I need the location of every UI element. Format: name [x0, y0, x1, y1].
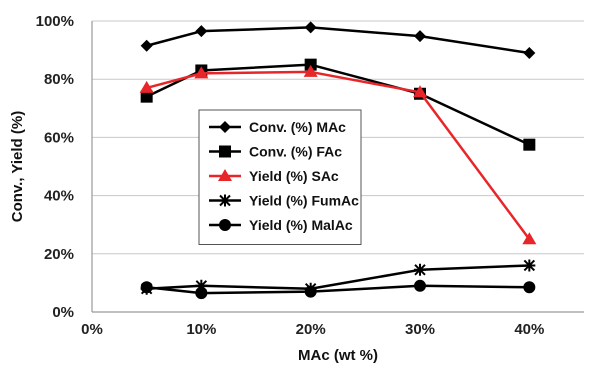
legend-marker-conv-mac — [219, 121, 231, 133]
legend-label-conv-fac: Conv. (%) FAc — [249, 144, 342, 160]
legend-label-conv-mac: Conv. (%) MAc — [249, 119, 346, 135]
data-point-yield-malac — [140, 281, 153, 294]
data-point-yield-malac — [523, 281, 536, 294]
y-tick-label: 20% — [44, 246, 74, 263]
legend-label-yield-fumac: Yield (%) FumAc — [249, 193, 359, 209]
series-yield-sac — [139, 64, 537, 245]
data-point-conv-mac — [414, 30, 426, 43]
y-tick-label: 40% — [44, 188, 74, 205]
legend-marker-yield-sac — [218, 169, 232, 181]
y-tick-label: 80% — [44, 71, 74, 88]
legend-marker-conv-fac — [219, 145, 231, 158]
y-tick-label: 60% — [44, 129, 74, 146]
legend-marker-yield-fumac — [219, 194, 231, 207]
data-point-conv-mac — [523, 47, 536, 60]
y-axis-title: Conv., Yield (%) — [9, 111, 26, 222]
series-layer — [139, 21, 537, 300]
x-tick-label: 20% — [296, 321, 326, 338]
x-tick-label: 30% — [405, 321, 435, 338]
series-conv-mac — [140, 21, 536, 60]
data-point-yield-malac — [195, 287, 208, 300]
data-point-conv-fac — [304, 58, 317, 71]
data-point-conv-fac — [140, 90, 153, 103]
data-point-yield-sac — [139, 80, 154, 93]
x-tick-label: 10% — [186, 321, 216, 338]
data-point-yield-sac — [194, 66, 209, 79]
legend-label-yield-sac: Yield (%) SAc — [249, 168, 339, 184]
y-tick-label: 0% — [52, 304, 74, 321]
data-point-yield-sac — [522, 232, 537, 245]
legend-label-yield-malac: Yield (%) MalAc — [249, 217, 353, 233]
x-tick-label: 40% — [514, 321, 544, 338]
data-point-yield-malac — [414, 279, 426, 292]
legend-marker-yield-malac — [219, 219, 231, 231]
data-point-conv-mac — [304, 21, 317, 34]
x-axis-title: MAc (wt %) — [298, 347, 378, 364]
data-point-yield-fumac — [414, 263, 426, 276]
y-tick-label: 100% — [36, 13, 74, 30]
data-point-yield-malac — [304, 285, 317, 298]
y-tick-labels: 0% 20% 40% 60% 80% 100% — [36, 13, 74, 321]
data-point-yield-sac — [413, 85, 427, 98]
x-tick-label: 0% — [81, 321, 103, 338]
data-point-yield-sac — [303, 64, 318, 77]
data-point-conv-mac — [140, 39, 153, 52]
x-tick-labels: 0% 10% 20% 30% 40% — [81, 321, 544, 338]
data-point-conv-fac — [523, 138, 536, 151]
axes — [91, 21, 584, 313]
series-yield-malac — [140, 279, 536, 300]
data-point-yield-fumac — [195, 279, 208, 292]
legend: Conv. (%) MAc Conv. (%) FAc Yield (%) SAc Y… — [198, 109, 362, 245]
data-point-conv-mac — [195, 25, 208, 38]
data-point-yield-fumac — [523, 259, 536, 272]
